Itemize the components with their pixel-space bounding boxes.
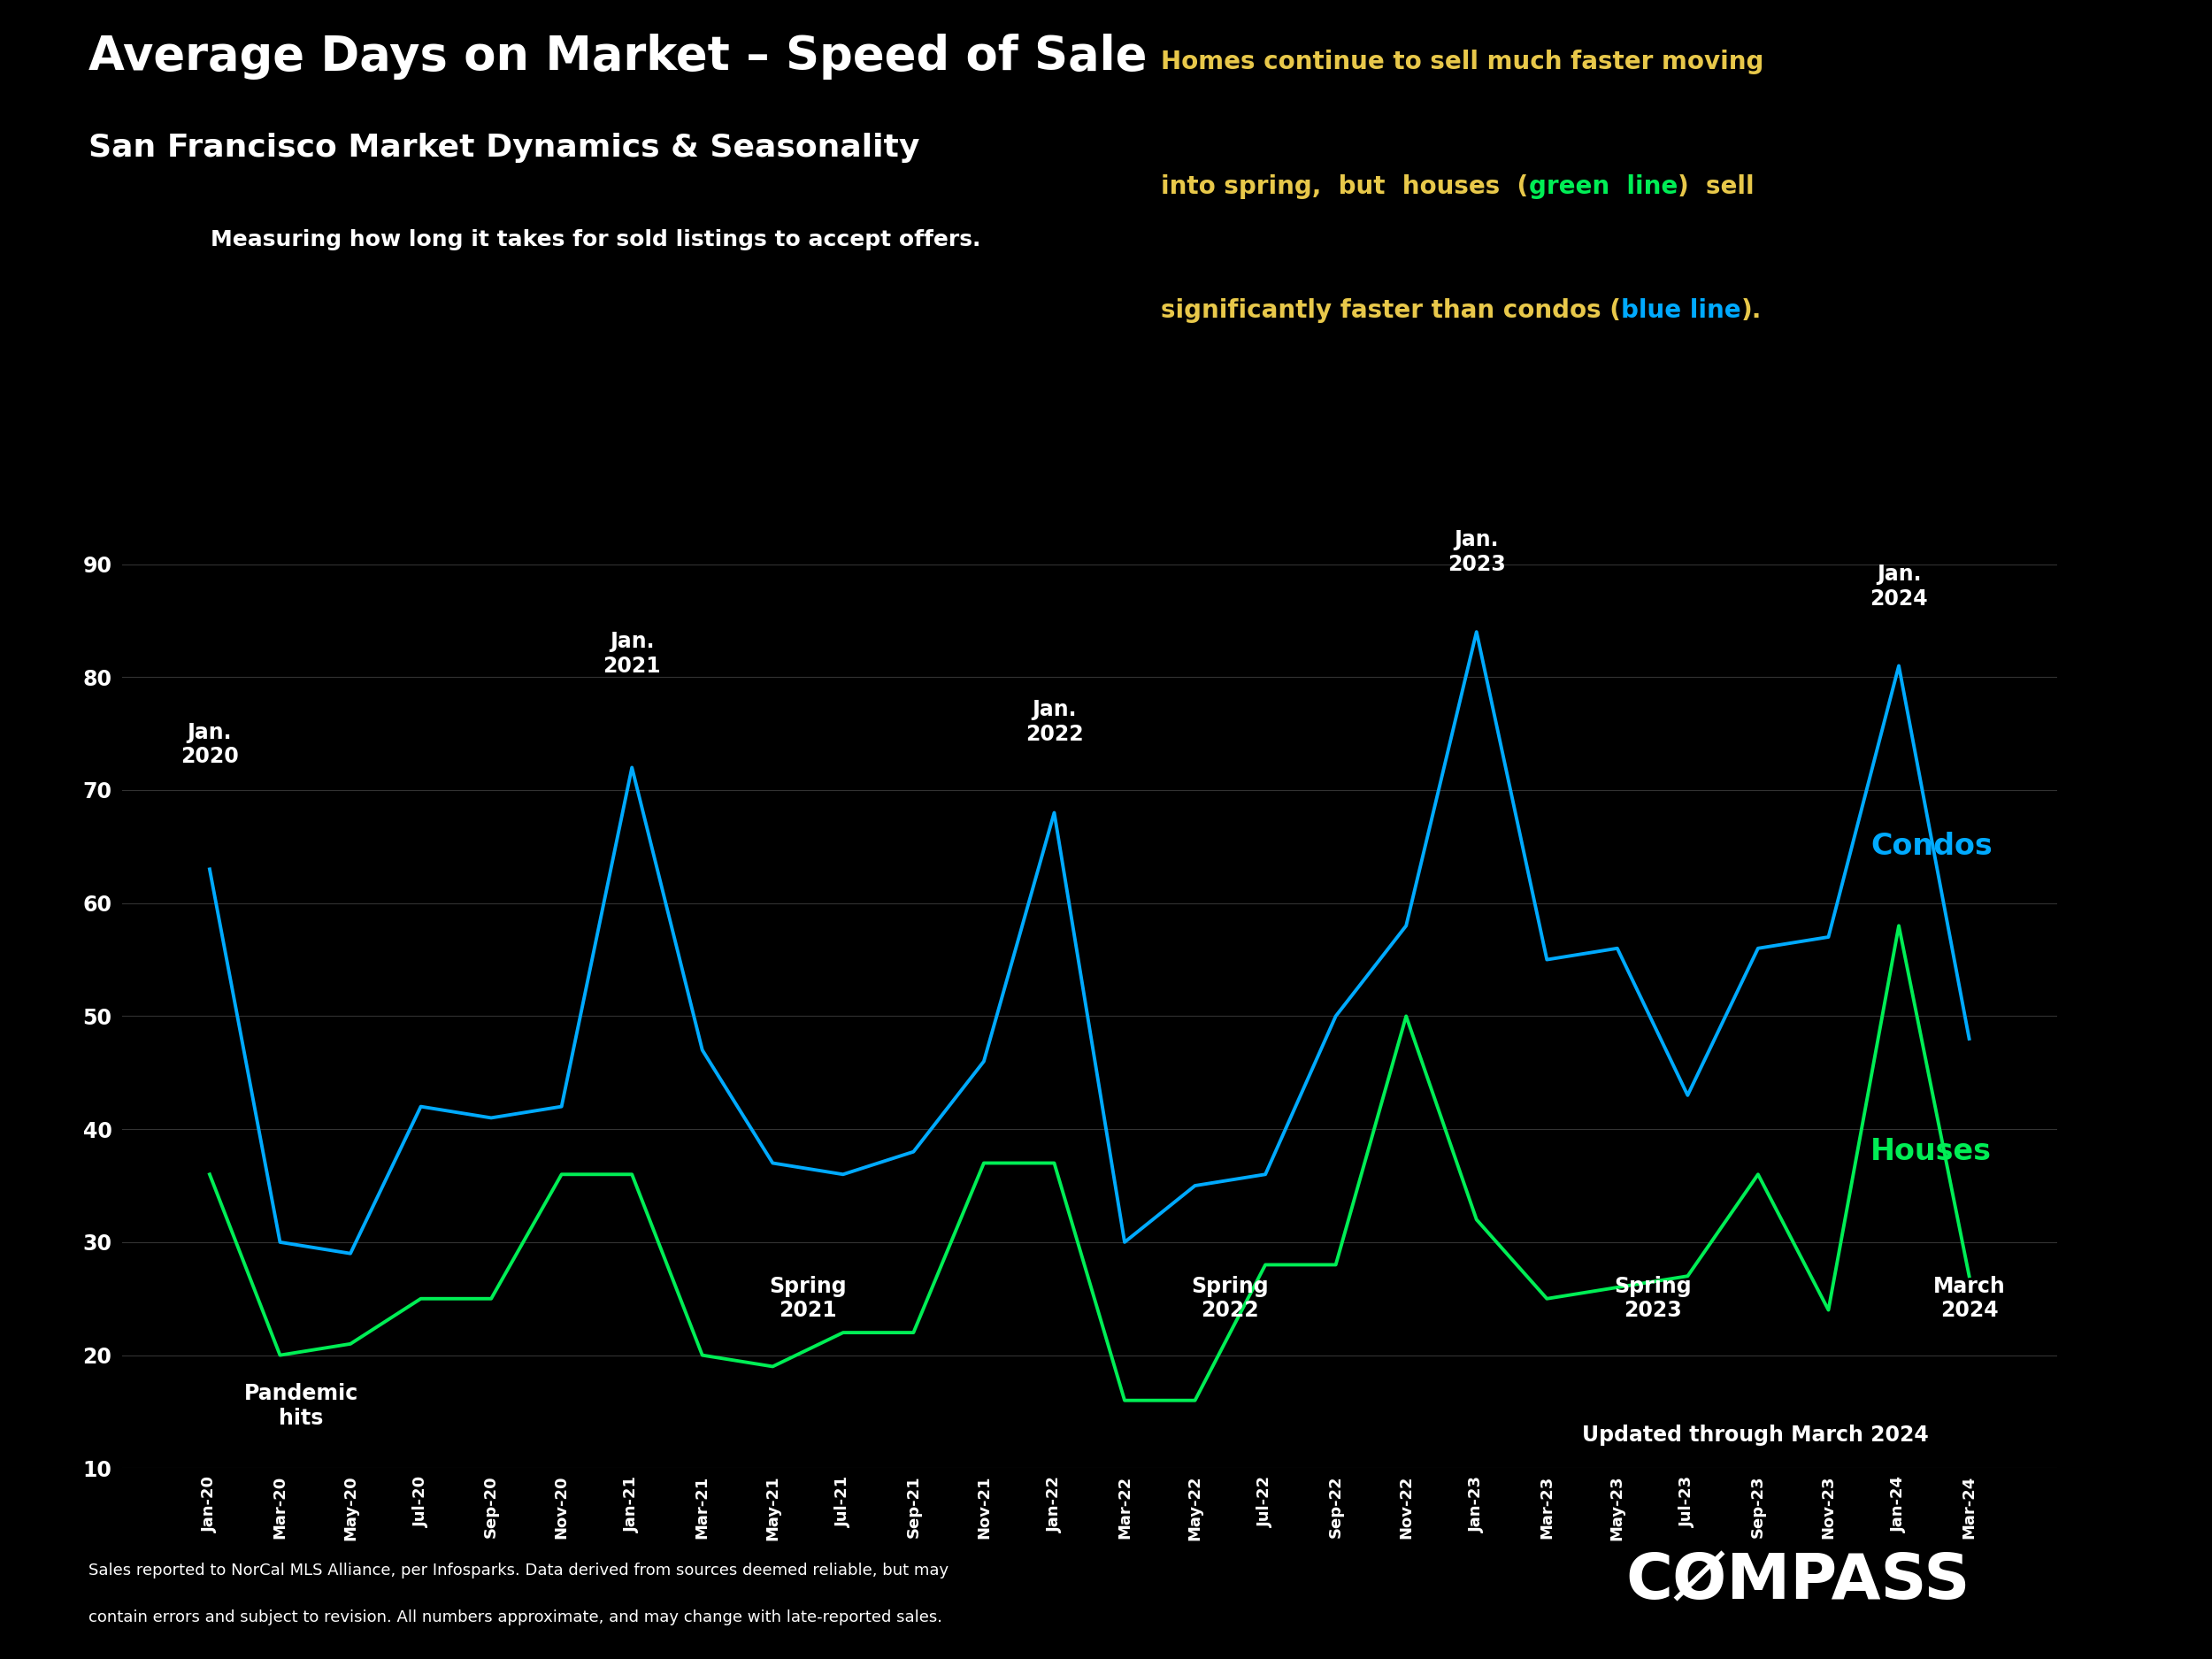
- Text: Updated through March 2024: Updated through March 2024: [1582, 1425, 1929, 1445]
- Text: San Francisco Market Dynamics & Seasonality: San Francisco Market Dynamics & Seasonal…: [88, 133, 920, 163]
- Text: blue line: blue line: [1621, 299, 1741, 324]
- Text: into spring,  but  houses  (: into spring, but houses (: [1161, 174, 1528, 199]
- Text: Measuring how long it takes for sold listings to accept offers.: Measuring how long it takes for sold lis…: [210, 229, 980, 251]
- Text: contain errors and subject to revision. All numbers approximate, and may change : contain errors and subject to revision. …: [88, 1609, 942, 1626]
- Text: ).: ).: [1741, 299, 1763, 324]
- Text: CØMPASS: CØMPASS: [1626, 1551, 1971, 1613]
- Text: significantly faster than condos (: significantly faster than condos (: [1161, 299, 1621, 324]
- Text: green  line: green line: [1528, 174, 1677, 199]
- Text: Jan.
2022: Jan. 2022: [1024, 698, 1084, 745]
- Text: Condos: Condos: [1871, 833, 1993, 861]
- Text: Pandemic
hits: Pandemic hits: [243, 1384, 358, 1428]
- Text: )  sell: ) sell: [1677, 174, 1754, 199]
- Text: Spring
2023: Spring 2023: [1615, 1276, 1692, 1321]
- Text: Average Days on Market – Speed of Sale: Average Days on Market – Speed of Sale: [88, 33, 1148, 80]
- Text: Spring
2021: Spring 2021: [770, 1276, 847, 1321]
- Text: Homes continue to sell much faster moving: Homes continue to sell much faster movin…: [1161, 50, 1765, 75]
- Text: Jan.
2021: Jan. 2021: [604, 630, 661, 677]
- Text: March
2024: March 2024: [1933, 1276, 2006, 1321]
- Text: Spring
2022: Spring 2022: [1192, 1276, 1270, 1321]
- Text: Jan.
2024: Jan. 2024: [1869, 564, 1929, 609]
- Text: Sales reported to NorCal MLS Alliance, per Infosparks. Data derived from sources: Sales reported to NorCal MLS Alliance, p…: [88, 1563, 949, 1579]
- Text: Houses: Houses: [1871, 1136, 1991, 1166]
- Text: Jan.
2023: Jan. 2023: [1447, 529, 1506, 576]
- Text: Jan.
2020: Jan. 2020: [181, 722, 239, 768]
